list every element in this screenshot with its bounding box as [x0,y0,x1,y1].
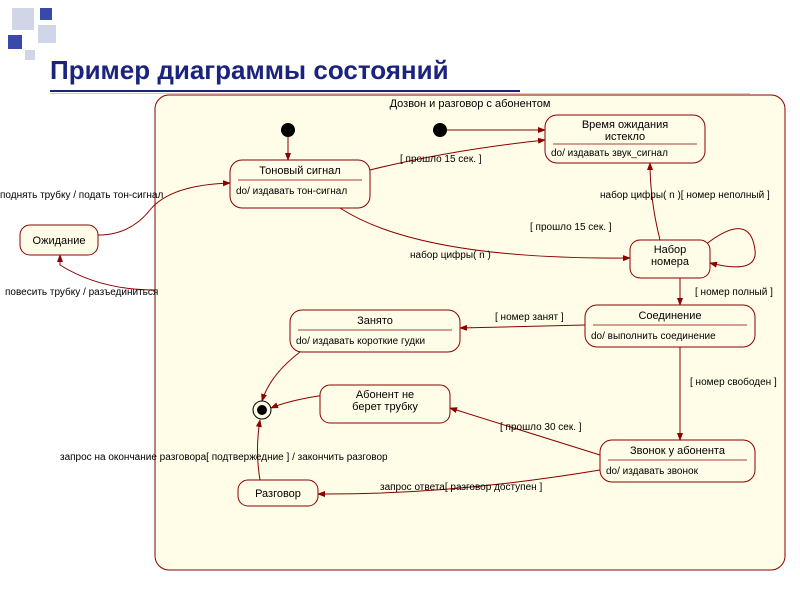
transition-label: [ номер занят ] [495,312,564,323]
transition-label: [ номер свободен ] [690,376,777,388]
state-activity: do/ издавать короткие гудки [296,336,425,347]
state-activity: do/ выполнить соединение [591,331,716,342]
transition-label: набор цифры( n )[ номер неполный ] [600,189,770,201]
state-title: Набор [654,244,687,256]
state-title: Тоновый сигнал [259,165,340,177]
state-title: Звонок у абонента [630,445,726,457]
transition-label: набор цифры( n ) [410,249,491,261]
transition-label: запрос на окончание разговора[ подтверже… [60,452,388,463]
initial-state [281,123,295,137]
state-activity: do/ издавать звук_сигнал [551,148,668,159]
state-title: берет трубку [352,401,418,413]
final-state-dot [257,405,267,415]
transition-label: повесить трубку / разъединиться [5,286,158,298]
state-title: Занято [357,315,393,327]
transition-label: [ прошло 15 сек. ] [400,154,482,165]
transition [60,255,155,290]
composite-label: Дозвон и разговор с абонентом [390,98,551,110]
transition-label: [ прошло 15 сек. ] [530,222,612,233]
transition-label: запрос ответа[ разговор доступен ] [380,482,542,493]
transition-label: [ номер полный ] [695,287,773,298]
state-title: Разговор [255,488,301,500]
state-title: Время ожидания [582,119,668,131]
state-title: Абонент не [356,389,414,401]
initial-state [433,123,447,137]
state-title: истекло [605,131,645,143]
state-title: Соединение [638,310,701,322]
state-title: номера [651,256,690,268]
state-title: Ожидание [33,235,86,247]
state-diagram: Дозвон и разговор с абонентом поднять тру… [0,0,800,600]
state-activity: do/ издавать тон-сигнал [236,186,347,197]
transition-label: поднять трубку / подать тон-сигнал [0,189,163,201]
transition-label: [ прошло 30 сек. ] [500,422,582,433]
state-activity: do/ издавать звонок [606,466,699,477]
